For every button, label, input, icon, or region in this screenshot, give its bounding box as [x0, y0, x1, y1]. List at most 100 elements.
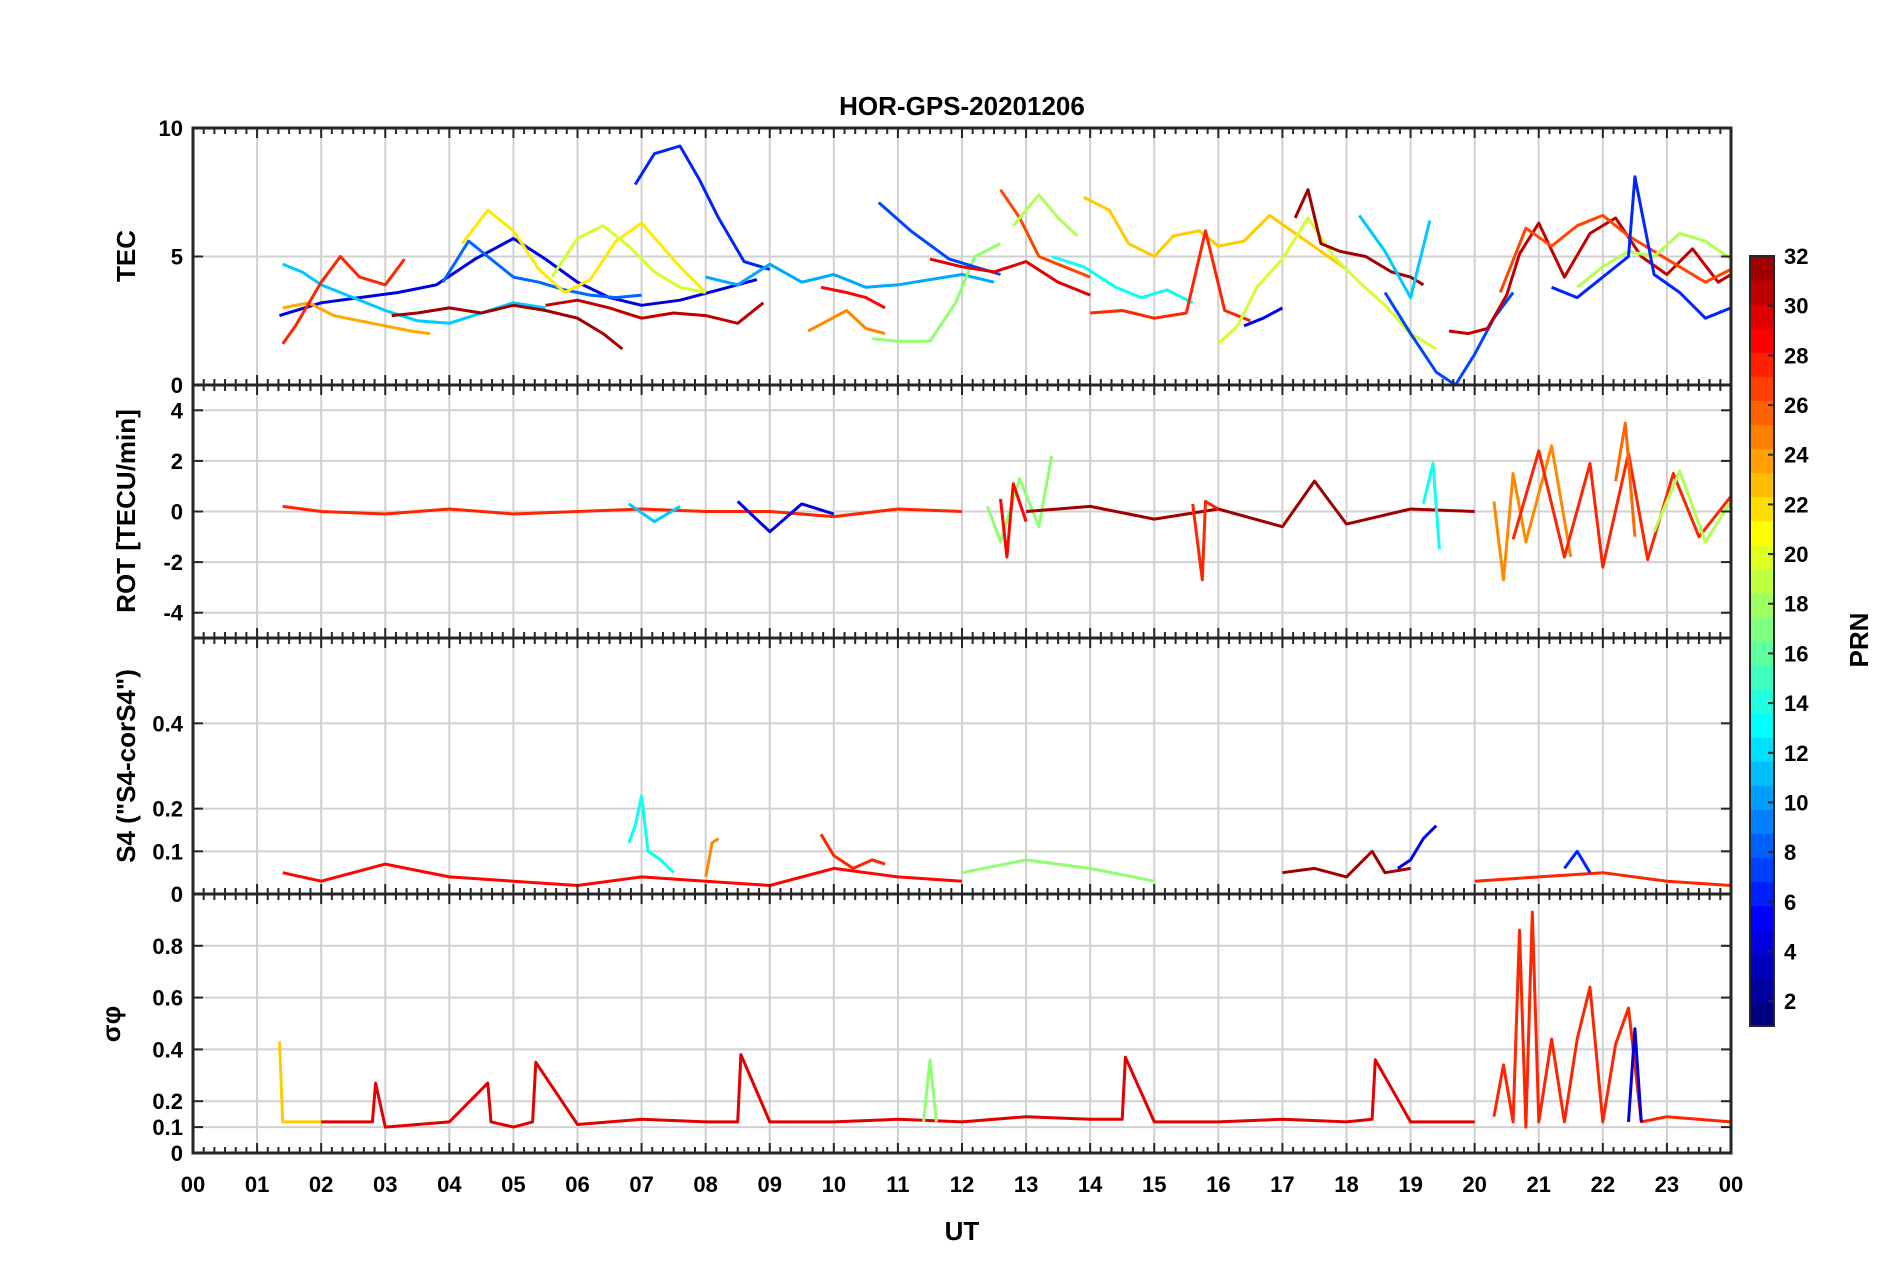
y-tick-label: 0: [171, 500, 183, 525]
series-line-prn-31: [1282, 849, 1411, 879]
series-line-prn-30: [1448, 216, 1731, 336]
x-tick-label: 00: [1719, 1172, 1743, 1197]
series-line-prn-22: [278, 1041, 322, 1124]
y-tick-label: 0.2: [152, 1089, 183, 1114]
colorbar-tick-label: 26: [1784, 393, 1808, 418]
series-line-prn-24: [704, 837, 720, 878]
series-line-prn-30: [545, 298, 765, 325]
series-line-prn-18: [1576, 231, 1731, 289]
series-line-prn-13: [627, 794, 675, 874]
series-line-prn-6: [1563, 849, 1592, 874]
series-line-prn-28: [820, 285, 886, 310]
series-line-prn-31: [391, 303, 624, 351]
x-tick-label: 03: [373, 1172, 397, 1197]
colorbar-tick-label: 20: [1784, 542, 1808, 567]
series-line-prn-17: [961, 858, 1155, 883]
series-line-prn-13: [1421, 461, 1441, 550]
series-line-prn-4: [279, 237, 758, 318]
colorbar-swatch: [1750, 977, 1774, 1003]
series-line-prn-4: [736, 500, 835, 534]
colorbar-frame: [1749, 255, 1775, 1027]
series-line-prn-19: [550, 224, 706, 294]
series-group: [282, 421, 1731, 582]
y-tick-label: 0: [171, 1141, 183, 1166]
series-line-prn-27: [1474, 871, 1731, 887]
colorbar-swatch: [1750, 929, 1774, 955]
panel-rot: -4 -2 0 2 4 ROT [TECU/min]: [111, 383, 1733, 640]
colorbar-swatch: [1750, 857, 1774, 883]
x-tick-label: 13: [1014, 1172, 1038, 1197]
series-line-prn-27: [282, 504, 963, 519]
x-tick-label: 06: [565, 1172, 589, 1197]
series-line-prn-6: [1551, 175, 1731, 320]
colorbar-tick-label: 32: [1784, 244, 1808, 269]
x-tick-labels: 00 01 02 03 04 05 06 07 08 09 10 11 12 13 14 15 16 17 18 19…: [181, 1172, 1743, 1197]
figure-title: HOR-GPS-20201206: [839, 91, 1085, 121]
y-tick-label: 0.8: [152, 934, 183, 959]
colorbar-swatch: [1750, 665, 1774, 690]
series-line-prn-29: [321, 1053, 1475, 1129]
colorbar-label: PRN: [1844, 613, 1874, 668]
panel-sigma_phi: 00.10.2 0.4 0.6 0.8 σφ: [96, 892, 1733, 1166]
colorbar-swatch: [1750, 328, 1774, 353]
colorbar-swatch: [1750, 304, 1774, 329]
colorbar-swatch: [1750, 616, 1774, 642]
y-tick-label: 0.4: [152, 1037, 183, 1062]
series-line-prn-27: [819, 833, 886, 870]
series-line-prn-27: [1511, 449, 1731, 569]
y-axis-label-sigma_phi: σφ: [96, 1006, 126, 1042]
series-line-prn-6: [633, 144, 771, 271]
colorbar-swatch: [1750, 352, 1774, 377]
y-tick-label: 0: [171, 882, 183, 907]
x-tick-label: 18: [1334, 1172, 1358, 1197]
series-line-prn-26: [1498, 213, 1731, 294]
x-tick-label: 02: [309, 1172, 333, 1197]
series-line-prn-28: [999, 482, 1028, 559]
y-tick-label: 0: [171, 373, 183, 398]
colorbar-swatch: [1750, 1001, 1774, 1027]
series-line-prn-4: [1627, 1027, 1643, 1123]
x-tick-label: 08: [693, 1172, 717, 1197]
x-tick-label: 22: [1591, 1172, 1615, 1197]
x-axis-label: UT: [945, 1216, 980, 1246]
colorbar-swatch: [1750, 544, 1774, 570]
y-axis-label-rot: ROT [TECU/min]: [111, 409, 141, 613]
colorbar-swatch: [1750, 737, 1774, 762]
x-tick-label: 17: [1270, 1172, 1294, 1197]
y-tick-label: 10: [159, 116, 183, 141]
x-tick-label: 16: [1206, 1172, 1230, 1197]
series-line-prn-27: [1090, 229, 1251, 323]
colorbar-tick-label: 24: [1784, 443, 1809, 468]
series-line-prn-17: [986, 455, 1054, 544]
colorbar-swatch: [1750, 785, 1774, 811]
x-tick-label: 23: [1655, 1172, 1679, 1197]
colorbar-swatch: [1750, 592, 1774, 618]
series-line-prn-26: [999, 188, 1091, 279]
y-tick-label: 0.1: [152, 839, 183, 864]
series-line-prn-31: [1293, 188, 1425, 287]
colorbar-swatch: [1750, 689, 1774, 714]
series-group: [279, 144, 1731, 385]
colorbar-swatch: [1750, 520, 1774, 546]
panel-tec: 0 5 10 TEC: [111, 116, 1733, 398]
colorbar-swatch: [1750, 713, 1774, 738]
colorbar-swatch: [1750, 809, 1774, 835]
x-tick-label: 12: [950, 1172, 974, 1197]
series-group: [278, 910, 1731, 1129]
y-tick-label: 0.2: [152, 797, 183, 822]
series-line-prn-11: [1358, 214, 1432, 300]
series-line-prn-10: [705, 262, 995, 289]
colorbar-tick-label: 4: [1784, 939, 1797, 964]
y-tick-label: 4: [171, 398, 184, 423]
series-line-prn-17: [922, 1058, 938, 1123]
series-line-prn-18: [1652, 469, 1731, 544]
colorbar-swatch: [1750, 448, 1774, 474]
x-tick-label: 10: [822, 1172, 846, 1197]
x-tick-label: 09: [758, 1172, 782, 1197]
x-tick-label: 15: [1142, 1172, 1166, 1197]
series-line-prn-22: [1083, 196, 1348, 271]
colorbar-tick-label: 6: [1784, 890, 1796, 915]
